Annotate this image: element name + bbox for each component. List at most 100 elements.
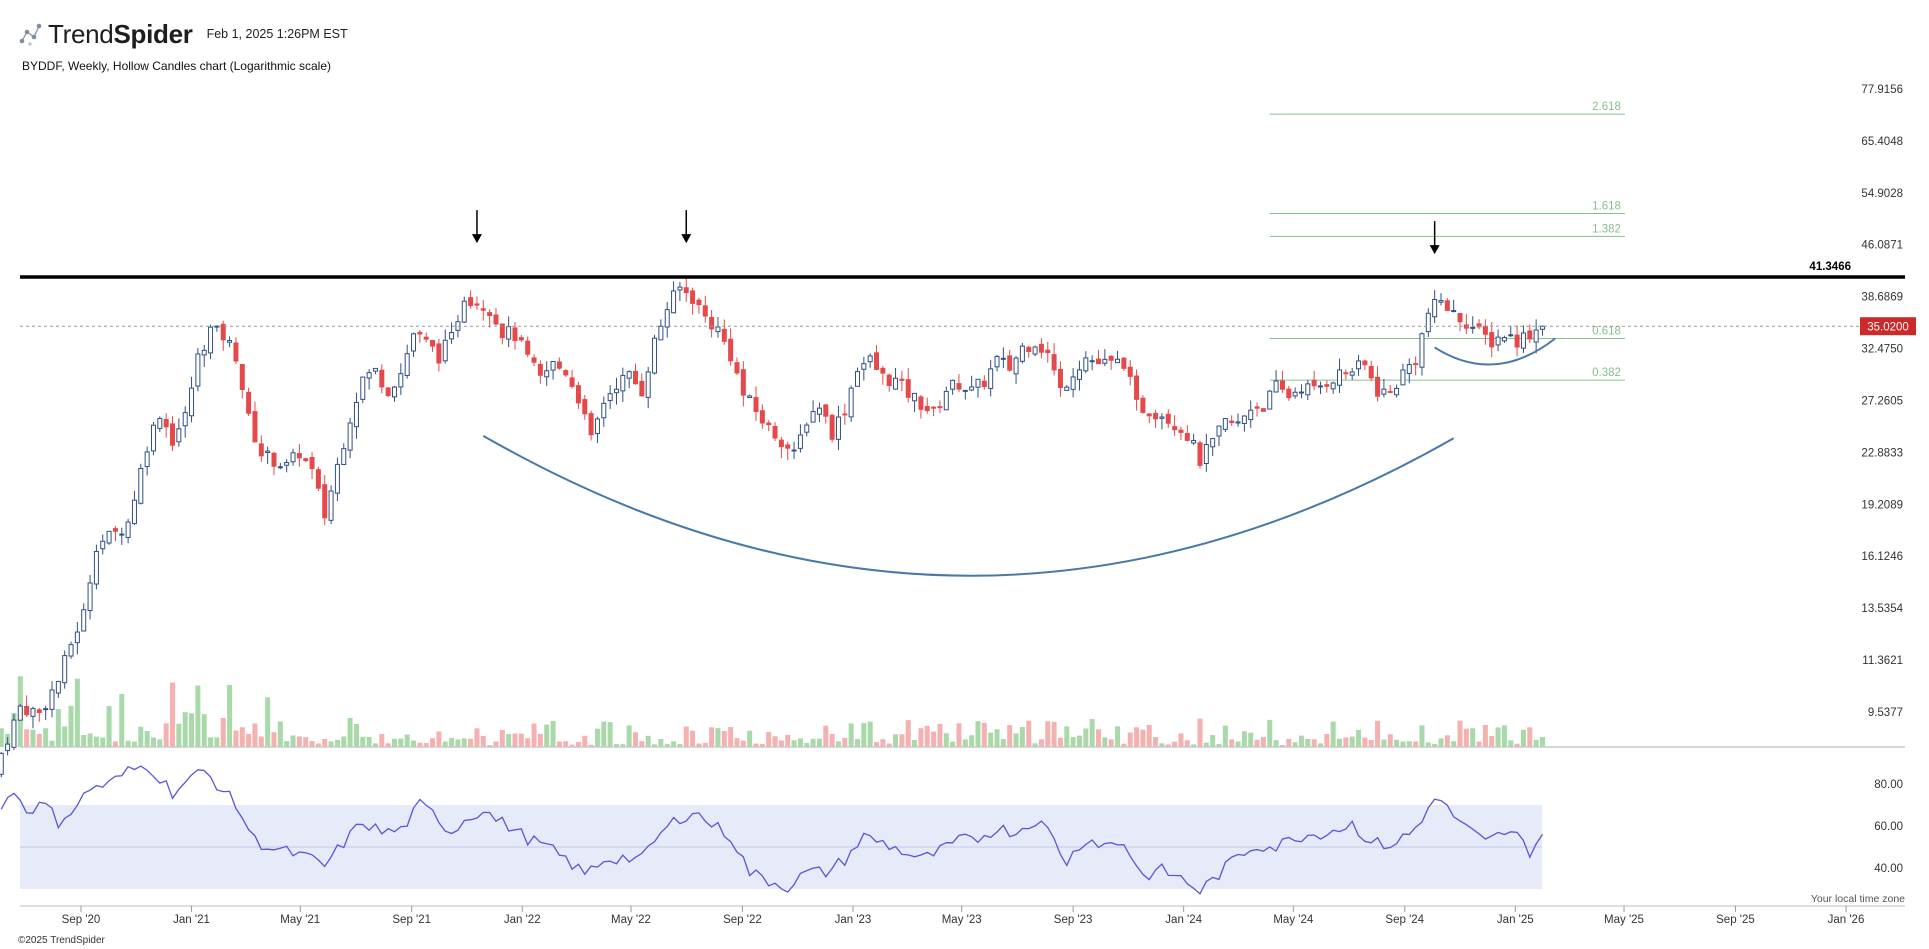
candle-body xyxy=(1115,358,1121,364)
candle-body xyxy=(480,308,486,311)
down-arrow-head xyxy=(471,234,482,244)
candle-body xyxy=(1019,345,1025,362)
volume-bar xyxy=(189,713,195,747)
price-tick-label: 9.5377 xyxy=(1868,707,1903,719)
candle-body xyxy=(74,631,80,644)
volume-bar xyxy=(988,732,994,747)
candle-body xyxy=(208,326,214,354)
candle-body xyxy=(309,456,315,470)
volume-bar xyxy=(1337,738,1343,747)
candle-body xyxy=(544,370,550,378)
price-tick-label: 22.8833 xyxy=(1861,447,1903,459)
candle-body xyxy=(398,373,404,388)
candle-body xyxy=(499,323,505,339)
volume-bar xyxy=(829,734,835,747)
volume-bar xyxy=(569,744,575,747)
price-tick-label: 32.4750 xyxy=(1861,344,1903,356)
volume-bar xyxy=(1051,721,1057,747)
candle-body xyxy=(931,406,937,409)
candle-body xyxy=(721,328,727,342)
candle-body xyxy=(436,343,442,364)
candle-body xyxy=(411,333,417,352)
volume-bar xyxy=(322,738,328,747)
candle-body xyxy=(233,342,239,362)
candle-body xyxy=(620,374,626,392)
candle-body xyxy=(284,462,290,466)
volume-bar xyxy=(119,694,125,747)
volume-bar xyxy=(981,722,987,747)
candle-body xyxy=(1007,355,1013,371)
candle-body xyxy=(1210,438,1216,448)
candle-body xyxy=(391,386,397,398)
copyright: ©2025 TrendSpider xyxy=(18,935,105,946)
volume-bar xyxy=(252,723,258,747)
volume-bar xyxy=(81,735,87,747)
candle-body xyxy=(1533,329,1539,343)
candle-body xyxy=(709,317,715,330)
candle-body xyxy=(157,418,163,429)
volume-bar xyxy=(1197,718,1203,747)
candles xyxy=(0,278,1545,778)
candle-body xyxy=(1102,358,1108,364)
volume-bar xyxy=(550,720,556,747)
candle-body xyxy=(328,490,334,521)
candle-body xyxy=(981,380,987,387)
candle-body xyxy=(265,450,271,454)
candle-body xyxy=(613,388,619,394)
volume-bar xyxy=(1254,739,1260,747)
volume-bar xyxy=(531,723,537,747)
candle-body xyxy=(626,371,632,379)
volume-bar xyxy=(874,742,880,747)
candle-body xyxy=(341,448,347,466)
candle-body xyxy=(0,752,4,775)
volume-bar xyxy=(157,739,163,747)
time-tick-label: Jan '22 xyxy=(504,914,541,926)
volume-bar xyxy=(461,738,467,747)
candle-body xyxy=(1108,355,1114,361)
candle-body xyxy=(563,370,569,376)
candle-body xyxy=(652,337,658,374)
rsi-panel xyxy=(0,765,1544,895)
volume-bar xyxy=(1387,734,1393,747)
candle-body xyxy=(766,422,772,426)
candle-body xyxy=(1432,299,1438,318)
candle-body xyxy=(131,499,137,525)
volume-bar xyxy=(1438,738,1444,747)
volume-bar xyxy=(1286,738,1292,747)
candle-body xyxy=(1070,376,1076,390)
volume-bar xyxy=(1178,733,1184,747)
volume-bar xyxy=(43,728,49,747)
candle-body xyxy=(49,689,55,710)
volume-bar xyxy=(334,739,340,747)
candle-body xyxy=(1216,425,1222,437)
candle-body xyxy=(11,719,17,748)
candle-body xyxy=(1470,326,1476,329)
volume-bar xyxy=(284,741,290,747)
volume-bars xyxy=(0,676,1545,747)
volume-bar xyxy=(487,745,493,747)
rsi-tick-label: 60.00 xyxy=(1874,821,1903,833)
candle-body xyxy=(1172,426,1178,431)
candle-body xyxy=(1127,366,1133,377)
volume-bar xyxy=(1375,720,1381,747)
candle-body xyxy=(296,453,302,459)
volume-bar xyxy=(588,744,594,747)
candle-body xyxy=(1495,336,1501,346)
volume-bar xyxy=(702,743,708,747)
candle-body xyxy=(1229,420,1235,424)
volume-bar xyxy=(1260,737,1266,747)
volume-bar xyxy=(905,720,911,747)
volume-bar xyxy=(1241,731,1247,747)
candle-body xyxy=(747,395,753,399)
volume-bar xyxy=(499,730,505,747)
candle-body xyxy=(924,405,930,412)
candle-body xyxy=(810,411,816,423)
volume-bar xyxy=(455,739,461,747)
volume-bar xyxy=(398,738,404,747)
volume-bar xyxy=(1108,739,1114,747)
volume-bar xyxy=(582,735,588,747)
candle-body xyxy=(1539,325,1545,330)
time-tick-label: Sep '22 xyxy=(723,914,762,926)
volume-bar xyxy=(880,739,886,747)
